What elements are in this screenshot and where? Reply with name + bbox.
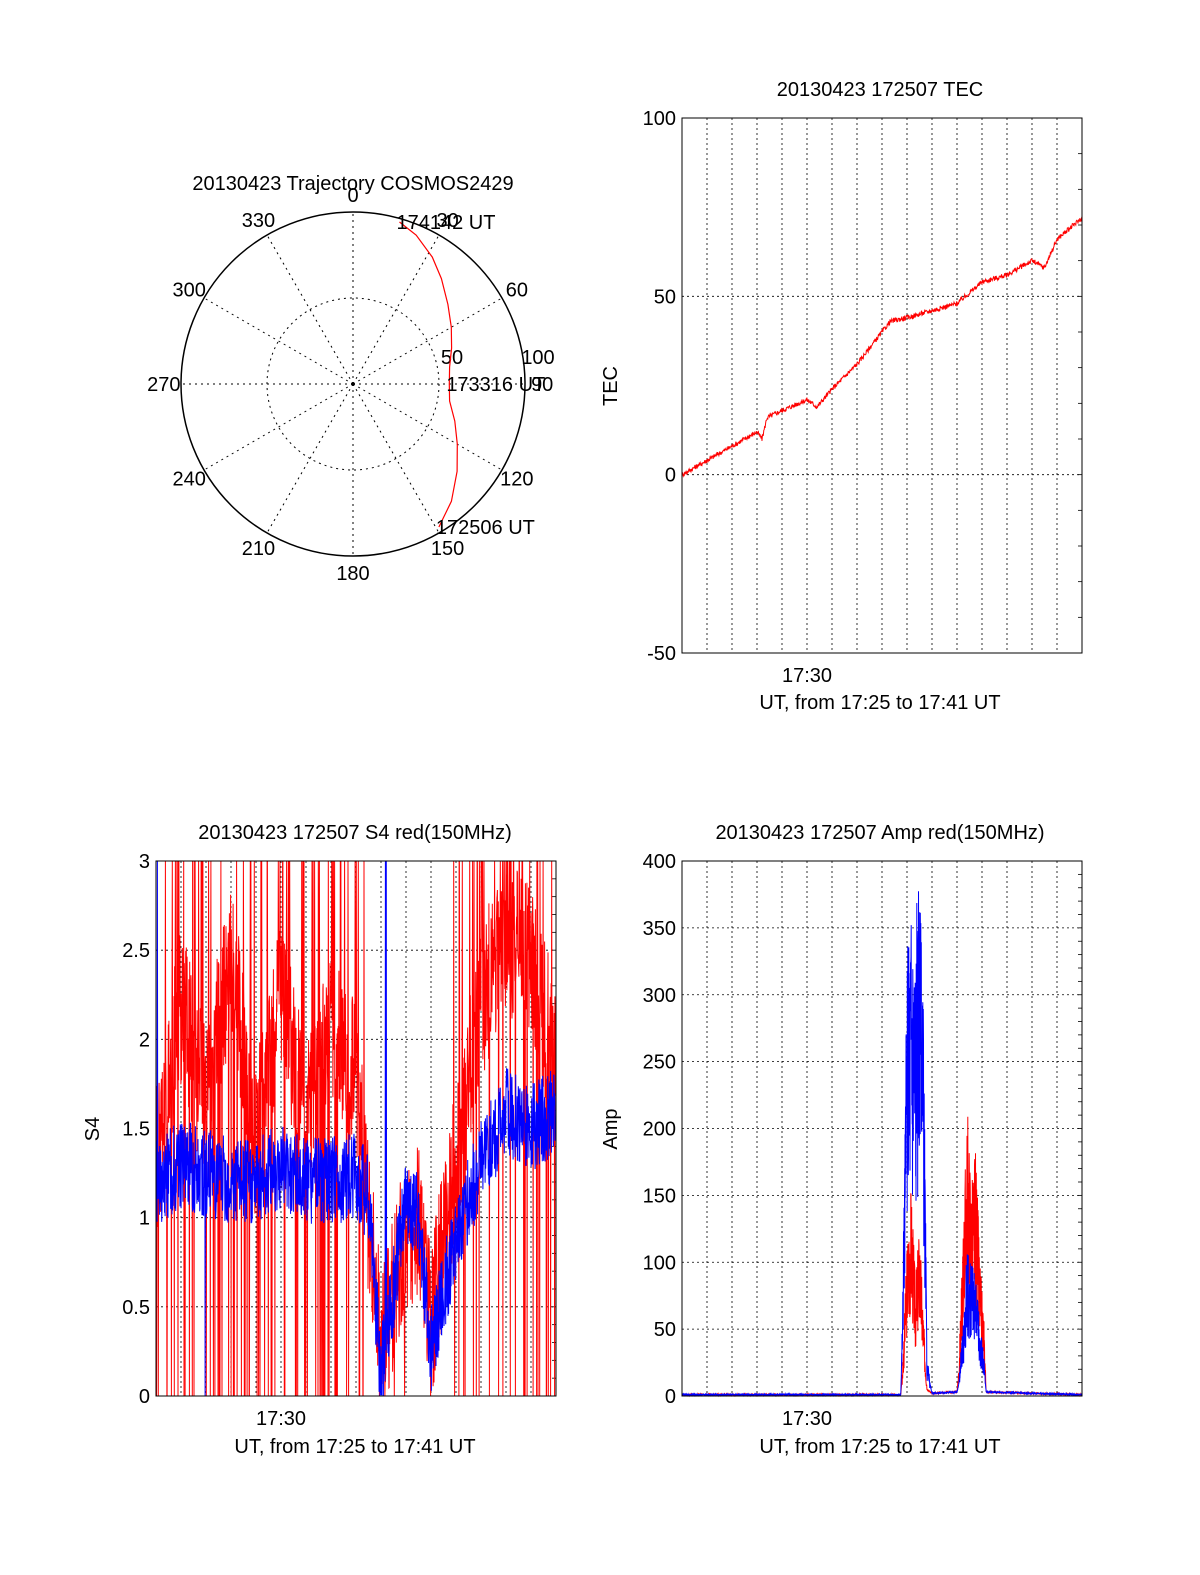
trajectory-time-label: 172506 UT: [436, 517, 535, 539]
polar-radial-label: 100: [521, 347, 554, 369]
polar-azimuth-label: 150: [431, 538, 464, 560]
polar-azimuth-label: 60: [506, 279, 528, 301]
amp-grid: [682, 860, 1082, 1397]
polar-azimuth-label: 0: [347, 185, 358, 207]
s4-panel: 20130423 172507 S4 red(150MHz) 0 0.5 1 1.5 2…: [82, 822, 557, 1458]
polar-azimuth-labels: 0 30 60 90 120 150 180 210 240 270 300 330 50 100: [147, 185, 555, 585]
y-tick-label: 100: [643, 108, 676, 130]
polar-spoke: [352, 383, 440, 534]
polar-grid: [180, 211, 526, 557]
polar-spoke: [203, 383, 354, 471]
s4-series-red-line: [155, 860, 557, 1397]
amp-ylabel: Amp: [600, 1108, 622, 1149]
s4-y-tick-labels: 0 0.5 1 1.5 2 2.5 3: [122, 851, 150, 1408]
polar-azimuth-label: 300: [172, 279, 205, 301]
polar-spoke: [352, 383, 503, 471]
polar-spoke: [352, 234, 440, 385]
y-tick-label: 0: [665, 465, 676, 487]
x-tick-label: 17:30: [782, 1408, 832, 1430]
polar-spoke: [203, 297, 354, 385]
polar-track: [399, 221, 458, 528]
amp-axes-frame: [681, 860, 1083, 1397]
y-tick-label: 0: [139, 1386, 150, 1408]
polar-azimuth-label: 240: [172, 469, 205, 491]
tec-axes-frame: [681, 117, 1083, 654]
y-tick-label: 50: [654, 1319, 676, 1341]
s4-axes-frame: [155, 860, 557, 1397]
polar-azimuth-label: 270: [147, 374, 180, 396]
polar-azimuth-label: 90: [531, 374, 553, 396]
y-tick-label: -50: [647, 643, 676, 665]
y-tick-label: 200: [643, 1119, 676, 1141]
tec-title: 20130423 172507 TEC: [777, 79, 983, 101]
s4-title: 20130423 172507 S4 red(150MHz): [198, 822, 512, 844]
s4-xlabel: UT, from 17:25 to 17:41 UT: [234, 1436, 475, 1458]
y-tick-label: 50: [654, 286, 676, 308]
polar-radial-label: 50: [441, 347, 463, 369]
amp-y-tick-labels: 0 50 100 150 200 250 300 350 400: [643, 851, 676, 1408]
y-tick-label: 300: [643, 985, 676, 1007]
trajectory-time-label: 173316 UT: [446, 374, 545, 396]
polar-spoke: [352, 297, 503, 385]
tec-ylabel: TEC: [600, 366, 622, 406]
amp-title: 20130423 172507 Amp red(150MHz): [715, 822, 1044, 844]
s4-series-blue-line: [155, 860, 557, 1397]
amp-series-blue-line: [681, 891, 1083, 1398]
y-tick-label: 1: [139, 1208, 150, 1230]
s4-x-tick-labels: 17:30: [256, 1408, 306, 1430]
amp-panel: 20130423 172507 Amp red(150MHz) 0 50 100 15…: [600, 822, 1083, 1458]
y-tick-label: 400: [643, 851, 676, 873]
tec-grid: [682, 117, 1082, 654]
y-tick-label: 2: [139, 1029, 150, 1051]
polar-ring-50: [266, 297, 440, 471]
tec-y-tick-labels: -50 0 50 100: [643, 108, 676, 665]
y-tick-label: 150: [643, 1185, 676, 1207]
polar-spoke: [266, 234, 354, 385]
polar-spoke: [266, 383, 354, 534]
amp-series: [681, 891, 1083, 1398]
y-tick-label: 100: [643, 1252, 676, 1274]
trajectory-line: [399, 221, 458, 528]
x-tick-label: 17:30: [256, 1408, 306, 1430]
polar-azimuth-label: 180: [336, 563, 369, 585]
y-tick-label: 2.5: [122, 940, 150, 962]
polar-azimuth-label: 30: [436, 210, 458, 232]
y-tick-label: 250: [643, 1052, 676, 1074]
y-tick-label: 1.5: [122, 1119, 150, 1141]
polar-annotations: 172506 UT 173316 UT 174142 UT: [396, 212, 545, 539]
trajectory-panel: 20130423 Trajectory COSMOS2429 0 30 60 90 12…: [147, 173, 555, 585]
s4-series: [155, 860, 557, 1397]
y-tick-label: 0.5: [122, 1297, 150, 1319]
polar-azimuth-label: 120: [500, 469, 533, 491]
tec-series: [681, 216, 1083, 478]
y-tick-label: 3: [139, 851, 150, 873]
x-tick-label: 17:30: [782, 665, 832, 687]
polar-outer-ring: [180, 211, 526, 557]
trajectory-title: 20130423 Trajectory COSMOS2429: [192, 173, 513, 195]
amp-x-tick-labels: 17:30: [782, 1408, 832, 1430]
y-tick-label: 0: [665, 1386, 676, 1408]
polar-azimuth-label: 330: [242, 210, 275, 232]
tec-x-tick-labels: 17:30: [782, 665, 832, 687]
tec-series-red-line: [681, 216, 1083, 478]
s4-ylabel: S4: [82, 1117, 104, 1141]
amp-xlabel: UT, from 17:25 to 17:41 UT: [759, 1436, 1000, 1458]
polar-azimuth-label: 210: [242, 538, 275, 560]
tec-xlabel: UT, from 17:25 to 17:41 UT: [759, 692, 1000, 714]
trajectory-time-label: 174142 UT: [396, 212, 495, 234]
y-tick-label: 350: [643, 918, 676, 940]
